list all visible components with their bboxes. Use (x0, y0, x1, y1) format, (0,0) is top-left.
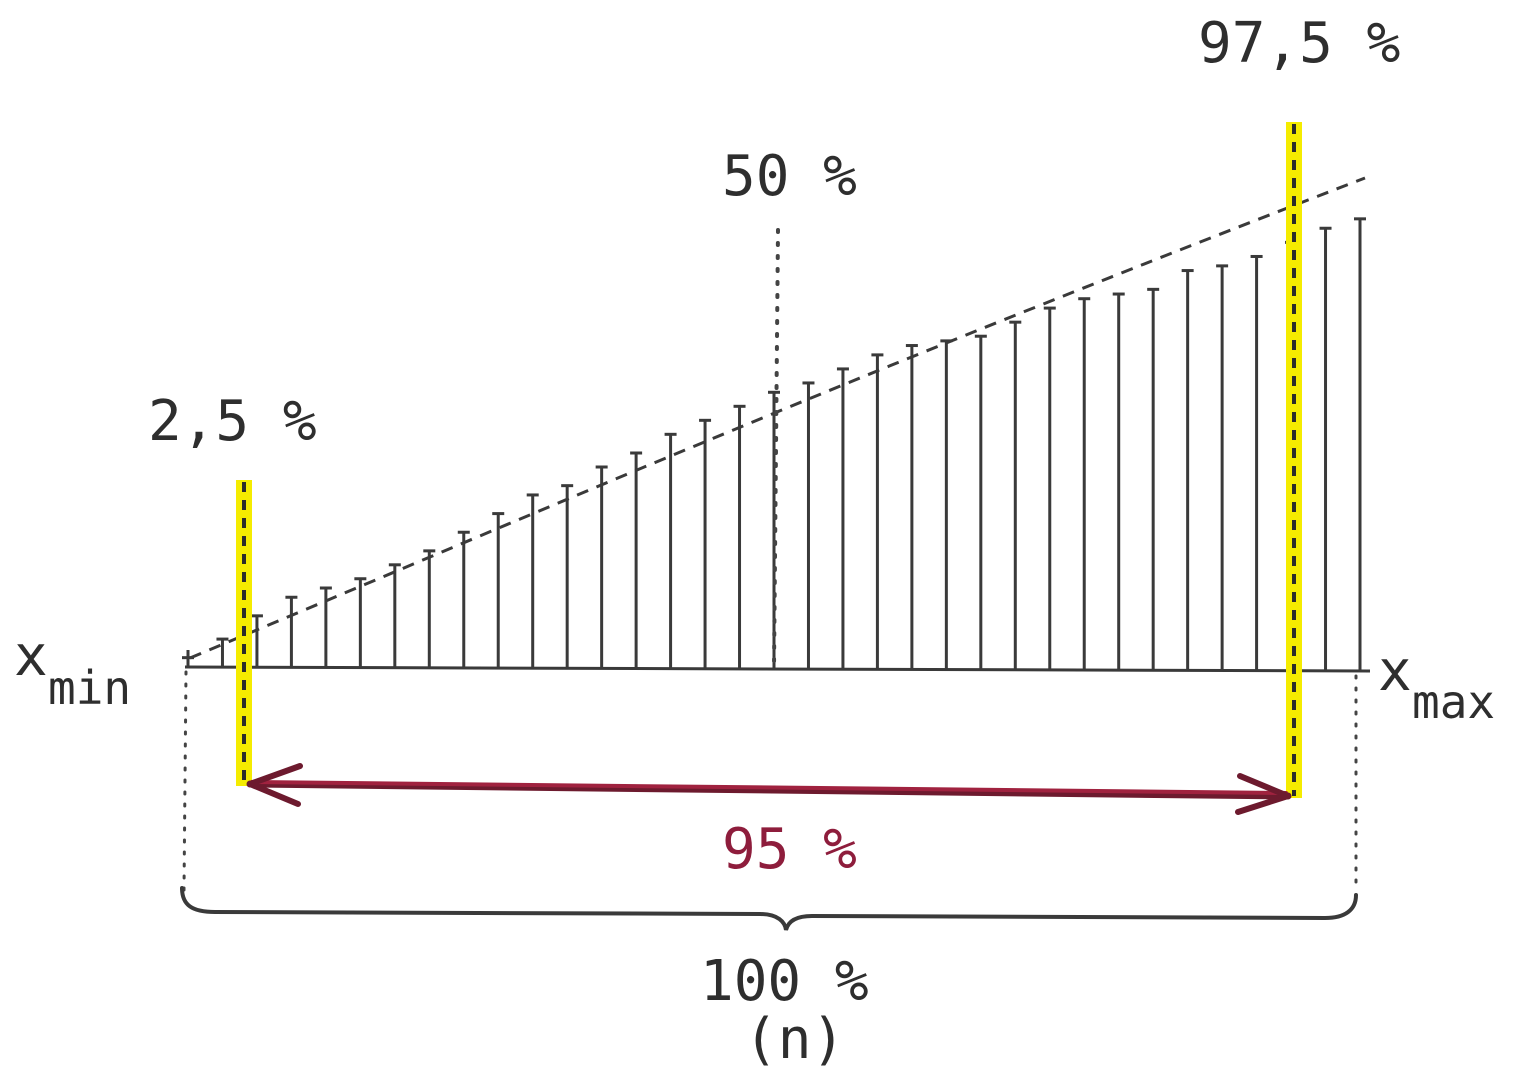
lower-percentile-line (236, 480, 252, 786)
envelope-curve (189, 176, 1366, 660)
upper-percentile-line (1286, 122, 1302, 798)
percentile-low-label: 2,5 % (148, 389, 317, 454)
interval-arrow (246, 763, 1292, 815)
sample-bars (182, 217, 1366, 671)
xmax-label-main: x (1378, 639, 1412, 704)
total-label: 100 % (700, 949, 869, 1014)
total-n-label: (n) (744, 1007, 845, 1070)
percentile-high-label: 97,5 % (1198, 11, 1400, 76)
baseline-axis (184, 665, 1371, 673)
xmin-label-sub: min (48, 661, 131, 715)
xmin-dotted-extent (182, 670, 188, 892)
xmin-label-main: x (14, 624, 48, 689)
interval-label: 95 % (722, 817, 857, 882)
total-brace (180, 886, 1358, 931)
median-dotted-line (772, 228, 780, 668)
percentile-mid-label: 50 % (722, 144, 857, 209)
xmax-label-sub: max (1412, 675, 1495, 729)
